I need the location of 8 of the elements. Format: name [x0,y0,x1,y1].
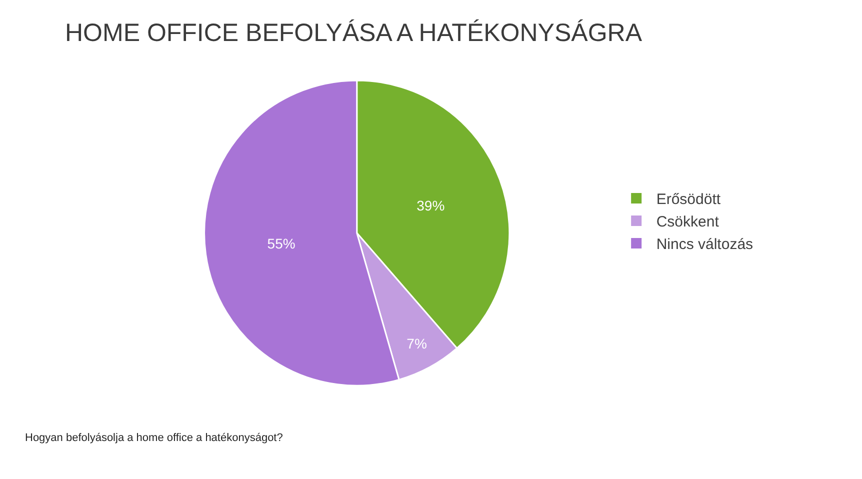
data-label: 55% [267,236,296,252]
legend-label: Erősödött [656,191,722,208]
chart-title: HOME OFFICE BEFOLYÁSA A HATÉKONYSÁGRA [65,18,642,47]
legend-label: Csökkent [656,214,720,231]
text: Hogyan befolyásolja a home office a hatékonyságot? [25,432,283,444]
legend-label: Nincs változás [656,236,754,254]
data-label: 39% [416,197,445,214]
data-label: 7% [406,335,427,352]
